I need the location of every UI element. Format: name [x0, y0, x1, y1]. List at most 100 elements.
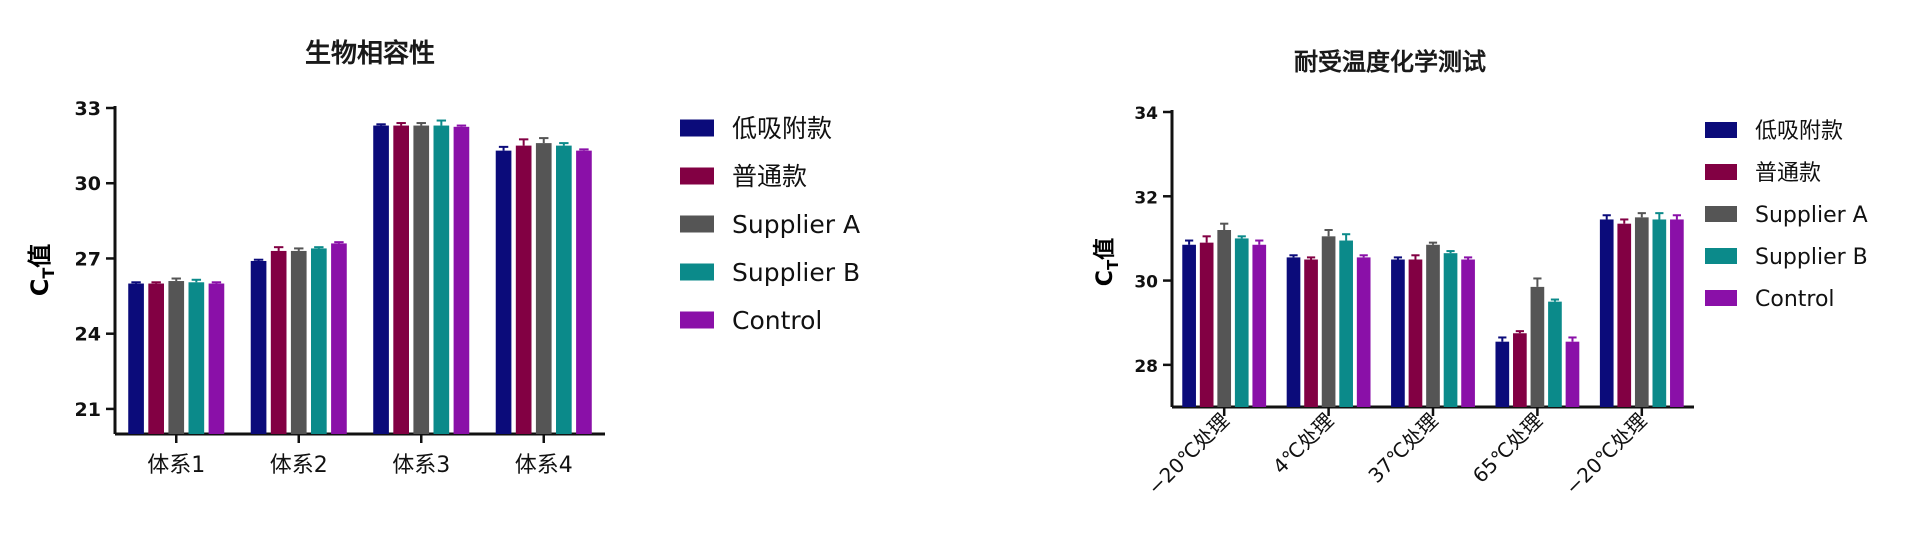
x-tick-label: 4℃处理 — [1268, 409, 1338, 479]
y-tick-label: 34 — [1134, 104, 1158, 124]
bar — [188, 282, 205, 434]
x-tick-label: 体系3 — [392, 453, 450, 478]
legend-label: Supplier B — [1755, 245, 1868, 270]
y-axis-label-sub: T — [39, 268, 58, 279]
legend-swatch — [1705, 206, 1737, 222]
legend-label: Supplier A — [732, 210, 860, 239]
bar — [495, 150, 512, 434]
legend-swatch — [680, 167, 714, 185]
y-tick-label: 21 — [75, 399, 101, 421]
y-axis-label-suffix: 值 — [1092, 238, 1118, 260]
x-ticks: 体系1 体系2 体系3 体系4 — [147, 434, 573, 478]
bar — [1548, 301, 1562, 407]
x-tick-label: 65℃处理 — [1468, 409, 1547, 488]
bar — [1356, 257, 1371, 407]
bar — [1513, 333, 1527, 407]
bar — [1495, 341, 1510, 407]
legend-label: Control — [1755, 287, 1835, 312]
y-tick-label: 30 — [1134, 273, 1158, 293]
y-tick-label: 27 — [75, 248, 101, 270]
x-ticks: −20℃处理 4℃处理 37℃处理 65℃处理 −20℃处理 — [1143, 407, 1651, 500]
legend-label: Supplier B — [732, 258, 860, 287]
legend-label: 低吸附款 — [732, 114, 832, 143]
bar — [1199, 242, 1214, 407]
legend-swatch — [680, 119, 714, 137]
bar — [1617, 223, 1632, 407]
legend-label: 低吸附款 — [1755, 119, 1843, 144]
x-tick-label: −20℃处理 — [1143, 409, 1234, 500]
bar — [168, 281, 185, 434]
y-tick-label: 30 — [75, 173, 101, 195]
bar — [311, 248, 327, 434]
bar — [433, 125, 450, 435]
bar — [128, 283, 144, 434]
x-tick-label: 体系4 — [515, 453, 573, 478]
bar — [1634, 217, 1649, 407]
bar — [1670, 219, 1684, 407]
bar — [1304, 259, 1318, 407]
bar — [515, 145, 532, 434]
legend-swatch — [680, 263, 714, 281]
bar — [148, 283, 164, 434]
bar — [208, 283, 225, 434]
bar — [393, 125, 409, 435]
bar — [1234, 238, 1249, 407]
y-tick-label: 32 — [1134, 188, 1158, 208]
chart-temperature-tolerance: 耐受温度化学测试 CT值 28 30 32 34 −20℃处理 4℃处理 37℃处理 65℃… — [1092, 48, 1868, 500]
bar — [1461, 259, 1475, 407]
legend-swatch — [1705, 290, 1737, 306]
chart-title: 耐受温度化学测试 — [1294, 48, 1486, 76]
bar — [535, 143, 552, 434]
bar — [576, 150, 592, 434]
y-axis-label-main: C — [26, 279, 54, 297]
legend-swatch — [1705, 164, 1737, 180]
bar — [556, 145, 572, 434]
chart-title: 生物相容性 — [305, 38, 435, 69]
bar — [1391, 259, 1405, 407]
axes — [113, 106, 605, 436]
y-tick-label: 24 — [75, 324, 101, 346]
bar — [1182, 244, 1196, 407]
bar — [413, 125, 430, 435]
bar — [1252, 244, 1267, 407]
y-axis-label-suffix: 值 — [26, 244, 54, 268]
y-axis-label: CT值 — [26, 244, 58, 297]
y-ticks: 28 30 32 34 — [1134, 104, 1172, 377]
bar — [290, 250, 307, 434]
bar — [270, 250, 287, 434]
y-tick-label: 33 — [75, 98, 101, 120]
bar — [1286, 257, 1301, 407]
bar — [1339, 240, 1353, 407]
bar — [1599, 219, 1614, 407]
y-axis-label-main: C — [1093, 270, 1118, 286]
bar — [1408, 259, 1423, 407]
legend-swatch — [1705, 122, 1737, 138]
bar — [1321, 236, 1336, 407]
bar — [453, 126, 470, 435]
y-tick-label: 28 — [1134, 357, 1158, 377]
bars — [128, 119, 592, 435]
bar — [1530, 286, 1545, 407]
bar — [1443, 253, 1458, 407]
x-tick-label: 37℃处理 — [1363, 409, 1442, 488]
legend-label: 普通款 — [1755, 161, 1821, 186]
chart-biocompatibility: 生物相容性 CT值 21 24 27 30 33 体系1 体系2 体系3 体系4 低吸附款普通… — [26, 38, 860, 478]
bar — [1217, 230, 1232, 407]
legend-swatch — [680, 215, 714, 233]
x-tick-label: 体系1 — [147, 453, 205, 478]
legend-swatch — [1705, 248, 1737, 264]
bar — [373, 125, 389, 435]
bar — [250, 260, 267, 434]
bar — [1565, 341, 1580, 407]
bar — [1426, 244, 1440, 407]
bar — [1652, 219, 1667, 407]
bars — [1182, 212, 1684, 407]
y-ticks: 21 24 27 30 33 — [75, 98, 115, 421]
x-tick-label: −20℃处理 — [1560, 409, 1651, 500]
legend-label: Control — [732, 306, 822, 335]
x-tick-label: 体系2 — [270, 453, 328, 478]
